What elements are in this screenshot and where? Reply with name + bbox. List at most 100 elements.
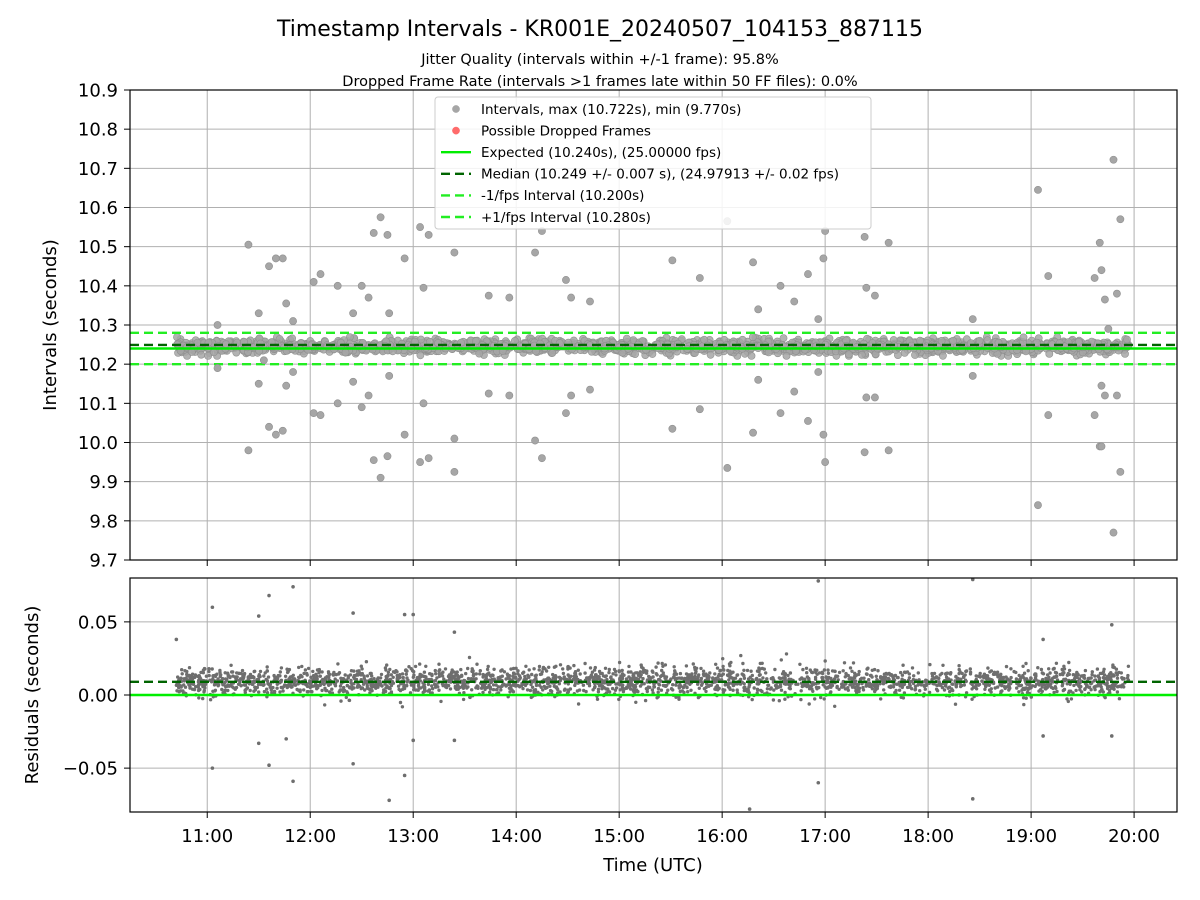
residual-point: [935, 689, 940, 693]
residual-point: [330, 687, 334, 691]
residual-point: [546, 682, 550, 686]
residual-point: [355, 672, 359, 677]
residual-point: [252, 675, 256, 680]
legend-entry-0-label: Intervals, max (10.722s), min (9.770s): [481, 102, 741, 118]
residual-point: [255, 685, 259, 690]
residual-point: [1014, 677, 1019, 681]
residual-point: [527, 668, 531, 672]
residual-point: [500, 674, 504, 678]
residual-point: [595, 697, 600, 701]
interval-outlier-point: [333, 281, 342, 290]
residual-point: [387, 686, 391, 690]
residual-point: [779, 688, 784, 692]
residual-point: [407, 665, 411, 669]
residual-point: [1066, 699, 1071, 704]
residual-point: [265, 665, 269, 669]
residual-point: [1067, 689, 1072, 693]
residual-point: [934, 675, 939, 679]
interval-point: [845, 350, 853, 359]
residual-point: [728, 675, 732, 679]
residual-outlier-point: [284, 737, 288, 741]
interval-outlier-point: [562, 276, 570, 284]
residual-point: [238, 677, 243, 681]
interval-outlier-point: [1104, 325, 1113, 333]
residual-point: [817, 671, 822, 675]
residual-point: [837, 670, 842, 675]
residual-point: [227, 684, 232, 688]
residual-point: [777, 699, 781, 703]
residual-point: [824, 686, 829, 690]
interval-point: [957, 345, 966, 354]
residual-point: [1024, 661, 1028, 666]
residual-point: [285, 685, 289, 690]
residual-point: [439, 699, 443, 704]
residual-point: [409, 683, 414, 687]
residual-point: [1005, 677, 1009, 681]
interval-outlier-point: [385, 372, 394, 380]
residual-point: [603, 666, 608, 670]
residual-point: [1030, 684, 1035, 688]
residual-point: [466, 676, 471, 681]
residual-point: [927, 690, 932, 695]
residual-point: [488, 687, 493, 691]
residual-point: [964, 669, 968, 674]
residual-point: [1037, 689, 1041, 693]
residual-point: [180, 672, 184, 676]
residual-point: [783, 690, 787, 695]
residual-point: [412, 670, 416, 674]
intervals-y-axis-label: Intervals (seconds): [40, 239, 61, 411]
residuals-y-tick-label: −0.05: [63, 759, 118, 780]
residual-point: [817, 685, 821, 690]
interval-point: [548, 349, 557, 357]
interval-outlier-point: [424, 231, 433, 239]
residual-point: [1112, 684, 1117, 688]
residual-point: [822, 697, 826, 701]
residual-point: [708, 671, 712, 675]
residual-point: [391, 675, 395, 679]
interval-point: [341, 348, 350, 357]
residual-point: [364, 660, 369, 664]
interval-outlier-point: [1101, 295, 1109, 304]
residual-point: [315, 687, 319, 691]
interval-outlier-point: [385, 309, 394, 318]
residual-point: [879, 697, 883, 701]
residual-point: [545, 685, 549, 690]
residual-outlier-point: [387, 798, 391, 803]
interval-point: [706, 350, 715, 359]
interval-outlier-point: [244, 240, 253, 249]
residual-point: [1066, 671, 1071, 676]
residual-point: [874, 674, 878, 678]
residual-outlier-point: [1109, 734, 1114, 738]
interval-outlier-point: [1101, 391, 1109, 400]
residual-point: [711, 676, 715, 680]
residual-point: [386, 670, 391, 674]
residual-point: [1026, 669, 1030, 673]
residual-point: [243, 683, 248, 687]
residual-point: [705, 674, 710, 678]
residual-point: [830, 669, 835, 673]
residual-point: [1055, 689, 1059, 694]
residual-point: [798, 662, 802, 666]
residual-point: [412, 688, 416, 692]
residual-point: [561, 667, 565, 671]
residual-point: [183, 669, 187, 673]
residual-point: [857, 669, 861, 674]
interval-outlier-point: [695, 274, 704, 282]
residual-point: [320, 688, 324, 693]
residual-point: [394, 669, 398, 673]
residual-point: [672, 665, 676, 669]
residual-point: [213, 689, 217, 693]
residual-point: [1040, 671, 1045, 675]
residual-point: [938, 673, 942, 677]
residual-point: [474, 672, 478, 676]
residual-outlier-point: [267, 593, 271, 598]
residuals-x-tick-label: 19:00: [1005, 826, 1057, 847]
residual-point: [610, 686, 615, 691]
residual-point: [1021, 696, 1026, 700]
residual-point: [385, 663, 389, 667]
residual-point: [912, 674, 916, 678]
residual-point: [370, 674, 374, 678]
residual-point: [750, 697, 754, 702]
residual-point: [499, 688, 503, 692]
interval-outlier-point: [562, 409, 570, 418]
